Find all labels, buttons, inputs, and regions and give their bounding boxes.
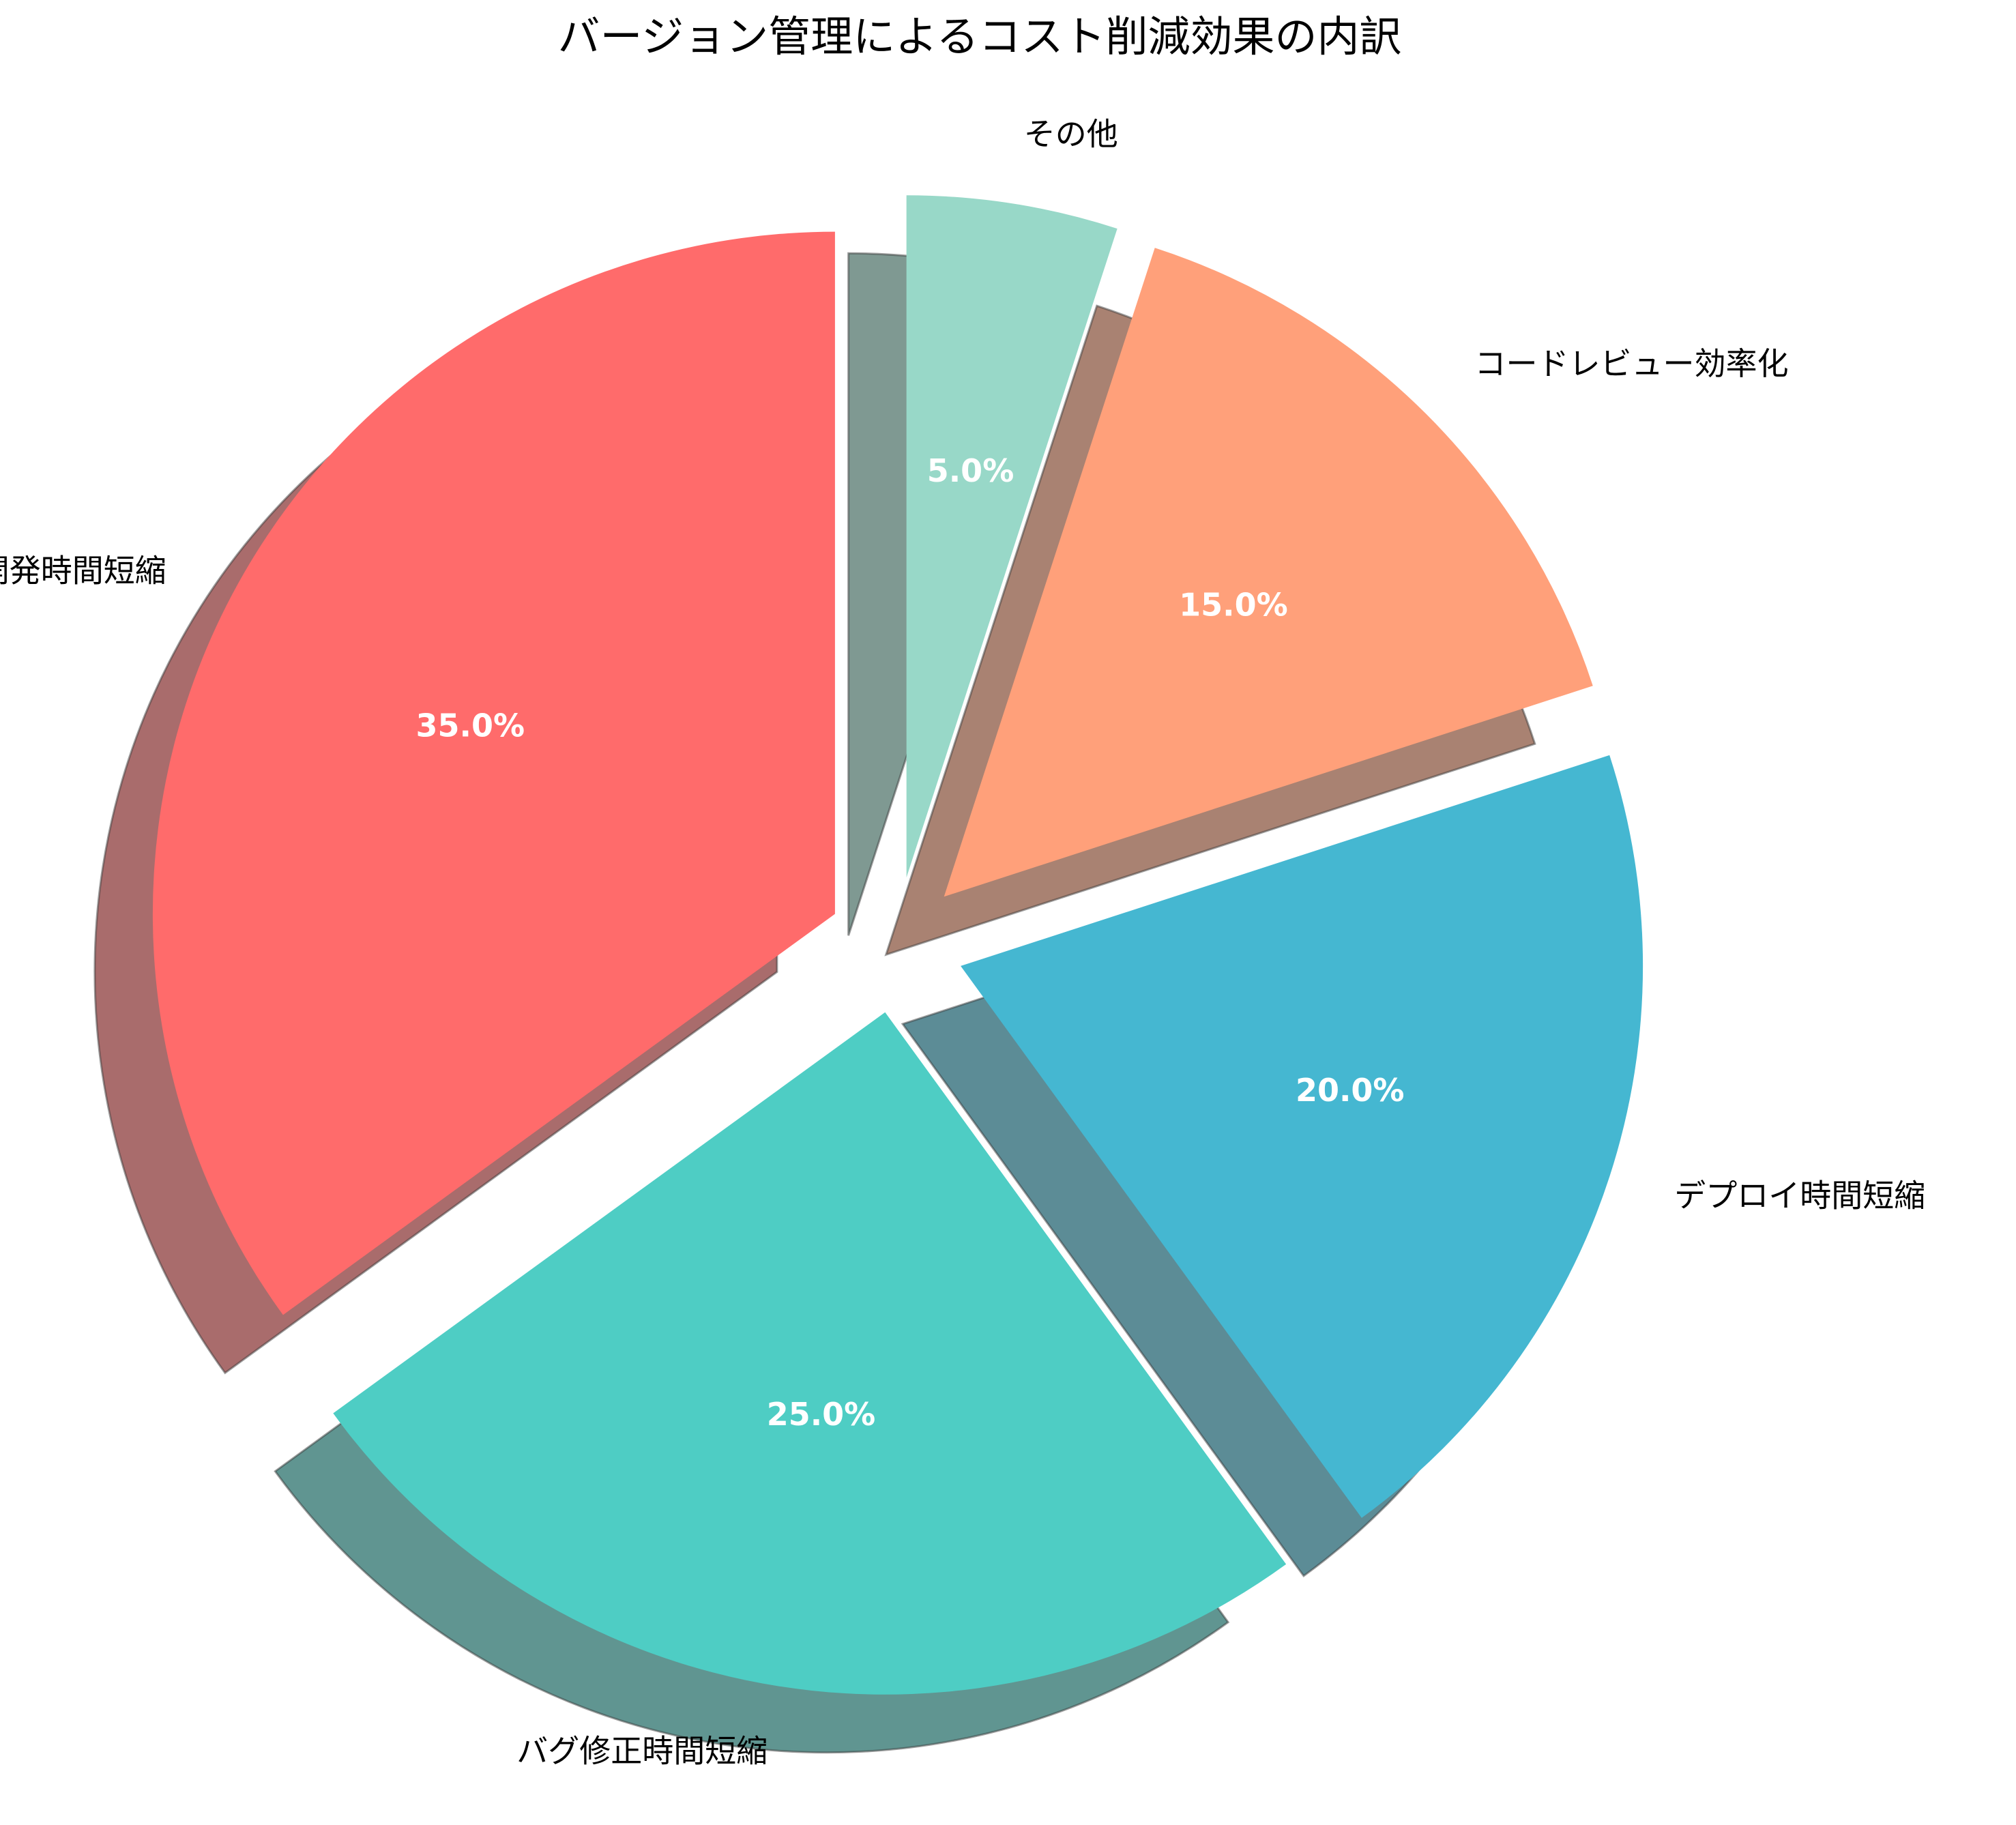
category-labels: 開発時間短縮バグ修正時間短縮 デプロイ時間短縮 コードレビュー効率化 その他 <box>0 115 1925 1769</box>
slice-3-category-label: デプロイ時間短縮 <box>1674 1177 1925 1214</box>
pie-slices <box>152 195 1644 1695</box>
slice-4-wedge <box>944 248 1593 897</box>
slice-1-category-label: 開発時間短縮 <box>0 553 166 589</box>
slice-2-wedge <box>333 1012 1287 1695</box>
slice-2-percent-label: 25.0% <box>767 1396 876 1433</box>
percent-labels: 35.0% 25.0% 20.0% 15.0% 5.0% <box>415 452 1404 1433</box>
slice-3-wedge <box>961 755 1644 1518</box>
slice-5-category-label: その他 <box>1024 115 1118 152</box>
slice-5-wedge <box>906 195 1117 878</box>
slice-5-percent-label: 5.0% <box>927 452 1014 489</box>
slice-2-category-label: バグ修正時間短縮 <box>516 1733 768 1770</box>
slice-4-category-label: コードレビュー効率化 <box>1475 345 1789 382</box>
slice-3-percent-label: 20.0% <box>1296 1072 1405 1109</box>
chart-title: バージョン管理によるコスト削減効果の内訳 <box>558 12 1402 61</box>
slice-1-percent-label: 35.0% <box>415 707 525 744</box>
slice-4-percent-label: 15.0% <box>1179 587 1288 624</box>
slice-1-wedge <box>152 231 835 1315</box>
